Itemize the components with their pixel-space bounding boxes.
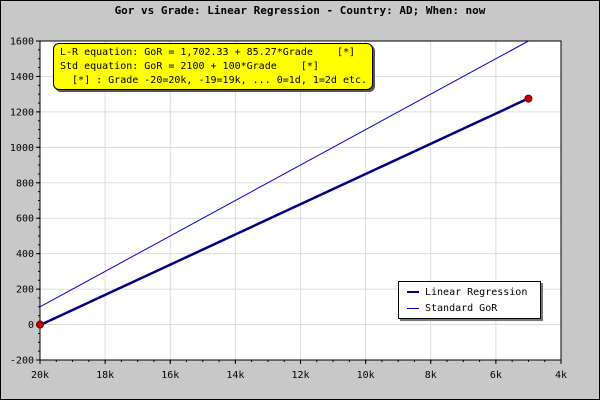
y-tick-label: 200: [16, 285, 34, 296]
legend-swatch: [407, 291, 419, 293]
y-tick-label: 600: [16, 214, 34, 225]
x-tick-label: 20k: [31, 370, 49, 381]
y-tick-label: 1200: [10, 107, 34, 118]
legend: Linear Regression Standard GoR: [398, 281, 541, 319]
y-tick-label: 1600: [10, 37, 34, 48]
x-tick-label: 8k: [425, 370, 437, 381]
legend-swatch: [407, 307, 419, 309]
plot-border: [39, 40, 562, 361]
data-point-marker: [36, 320, 44, 329]
y-tick-label: 1400: [10, 72, 34, 83]
data-point-marker: [524, 94, 533, 103]
std-equation: Std equation: GoR = 2100 + 100*Grade [*]: [60, 61, 319, 72]
legend-label: Linear Regression: [425, 286, 528, 298]
equation-annotation: L-R equation: GoR = 1,702.33 + 85.27*Gra…: [53, 43, 373, 90]
x-tick-label: 10k: [357, 370, 375, 381]
grade-note: [*] : Grade -20=20k, -19=19k, ... 0=1d, …: [60, 75, 368, 86]
x-tick-label: 14k: [226, 370, 244, 381]
x-tick-label: 4k: [555, 370, 567, 381]
y-tick-label: 400: [16, 249, 34, 260]
series-line-standard-gor: [40, 41, 529, 308]
x-tick-label: 16k: [161, 370, 179, 381]
y-tick-label: -200: [10, 356, 34, 367]
lr-equation: L-R equation: GoR = 1,702.33 + 85.27*Gra…: [60, 47, 356, 58]
chart-title: Gor vs Grade: Linear Regression - Countr…: [114, 4, 486, 17]
x-tick-label: 18k: [96, 370, 114, 381]
y-tick-label: 0: [28, 320, 34, 331]
legend-label: Standard GoR: [425, 302, 498, 314]
legend-item-linear-regression: Linear Regression: [407, 285, 527, 299]
x-tick-label: 6k: [490, 370, 502, 381]
y-tick-label: 1000: [10, 143, 34, 154]
y-tick-label: 800: [16, 178, 34, 189]
x-tick-label: 12k: [291, 370, 309, 381]
legend-item-standard-gor: Standard GoR: [407, 301, 497, 315]
series-line-linear-regression: [40, 97, 529, 327]
